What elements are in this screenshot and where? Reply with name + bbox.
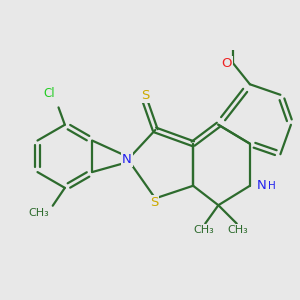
Text: O: O bbox=[221, 57, 232, 70]
Text: CH₃: CH₃ bbox=[227, 225, 248, 235]
Text: Cl: Cl bbox=[43, 87, 55, 100]
Text: S: S bbox=[150, 196, 158, 209]
Text: N: N bbox=[256, 179, 266, 192]
Text: N: N bbox=[122, 153, 132, 166]
Text: CH₃: CH₃ bbox=[194, 225, 214, 235]
Text: S: S bbox=[142, 89, 150, 102]
Text: CH₃: CH₃ bbox=[28, 208, 49, 218]
Text: H: H bbox=[268, 181, 276, 191]
